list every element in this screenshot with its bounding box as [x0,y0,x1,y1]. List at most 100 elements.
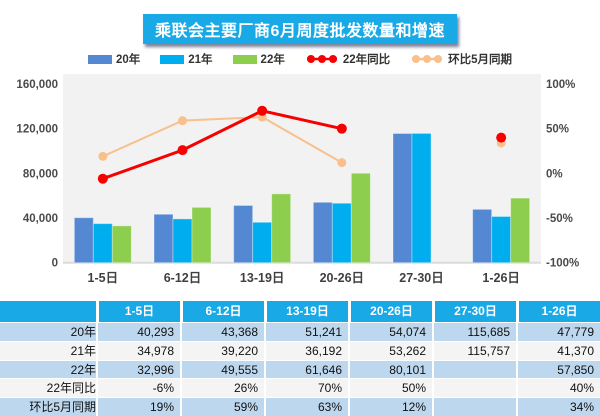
table-cell: 50% [348,378,432,398]
data-point [177,145,188,156]
table-cell: 63% [264,397,348,416]
legend-item: 22年同比 [305,51,390,67]
bar [111,225,132,264]
row-label: 环比5月同期 [0,397,96,416]
legend-item: 21年 [160,51,213,67]
bar [92,223,113,264]
table-cell: 12% [348,397,432,416]
table-cell: 34,978 [96,340,180,360]
x-axis-label: 1-5日 [88,271,119,285]
bar [350,172,371,264]
bar [252,221,273,264]
data-point [257,105,268,116]
x-axis-label: 13-19日 [240,271,284,285]
table-cell: 80,101 [348,359,432,379]
legend-line-dots-icon [412,55,443,63]
table-cell: 39,220 [180,340,264,360]
left-axis-tick: 120,000 [16,124,58,136]
table-header-cell: 13-19日 [264,301,348,322]
legend-label: 22年同比 [342,54,391,66]
table-cell: 61,646 [264,359,348,379]
bar [411,132,432,264]
table-cell: 40,293 [96,322,180,341]
table-cell: 43,368 [180,322,264,341]
table-header-cell [0,301,96,322]
legend-swatch-icon [87,54,112,64]
table-header-cell: 1-5日 [96,301,180,322]
table-cell [432,397,516,416]
table-cell: 115,685 [432,322,516,341]
right-axis-tick: 100% [546,79,575,91]
table-header-cell: 20-26日 [348,301,432,322]
plot-area [63,74,541,263]
bar [392,132,413,264]
left-axis-tick: 80,000 [23,168,58,180]
row-label: 21年 [0,340,96,360]
table-cell: 115,757 [432,340,516,360]
legend-swatch-icon [232,54,257,64]
table-cell: 41,370 [516,340,600,360]
bar [172,218,193,264]
table-cell: 54,074 [348,322,432,341]
x-axis-label: 27-30日 [399,271,443,285]
table-cell: 49,555 [180,359,264,379]
left-axis-tick: 160,000 [16,79,58,91]
chart-legend: 20年 21年 22年 22年同比 环比5月同期 [0,51,600,67]
legend-label: 环比5月同期 [448,54,513,66]
data-point [178,116,187,126]
table-header-cell: 6-12日 [180,301,264,322]
legend-line-dots-icon [306,55,337,63]
row-label: 22年 [0,359,96,379]
table-header-cell: 1-26日 [516,301,600,322]
table-cell: 57,850 [516,359,600,379]
data-point [97,173,108,184]
data-point [496,132,507,143]
left-axis-tick: 0 [52,258,58,270]
legend-swatch-icon [160,54,185,64]
row-label: 20年 [0,322,96,341]
bar [491,215,512,264]
table-cell: 47,779 [516,322,600,341]
x-axis-label: 6-12日 [164,271,202,285]
bar [153,213,174,264]
trend-line [102,109,343,181]
table-cell: -6% [96,378,180,398]
table-row: 环比5月同期 19% 59% 63% 12% 34% [0,397,600,416]
bar [312,201,333,264]
x-axis-label: 1-26日 [482,271,520,285]
trend-line [102,116,343,164]
table-cell: 40% [516,378,600,398]
table-cell: 32,996 [96,359,180,379]
bar [331,202,352,264]
right-axis-tick: 50% [546,124,569,136]
table-row: 20年 40,293 43,368 51,241 54,074 115,685 47,779 [0,322,600,341]
chart-title: 乘联会主要厂商6月周度批发数量和增速 [143,14,457,44]
table-cell: 51,241 [264,322,348,341]
legend-label: 20年 [115,54,141,66]
data-point [337,158,347,168]
table-cell: 53,262 [348,340,432,360]
table-cell: 59% [180,397,264,416]
table-row: 22年 32,996 49,555 61,646 80,101 57,850 [0,359,600,379]
right-axis-tick: 0% [546,168,563,180]
table-row: 22年同比 -6% 26% 70% 50% 40% [0,378,600,398]
combo-chart: 0 40,000 80,000 120,000 160,000 -100% -50% 0% 50… [16,74,579,285]
table-cell: 70% [264,378,348,398]
table-cell: 19% [96,397,180,416]
table-cell: 34% [516,397,600,416]
right-axis-tick: -100% [546,258,579,270]
data-point [336,123,347,134]
table-header-cell: 27-30日 [432,301,516,322]
data-table: 1-5日 6-12日 13-19日 20-26日 27-30日 1-26日 20年 40,29… [0,301,600,416]
table-cell [432,378,516,398]
bar [472,208,493,264]
table-row: 21年 34,978 39,220 36,192 53,262 115,757 41,370 [0,340,600,360]
bar [191,206,212,264]
left-axis-tick: 40,000 [23,213,58,225]
legend-label: 21年 [188,54,213,66]
right-axis-tick: -50% [546,213,573,225]
table-header-row: 1-5日 6-12日 13-19日 20-26日 27-30日 1-26日 [0,301,600,322]
table-cell [432,359,516,379]
table-body: 20年 40,293 43,368 51,241 54,074 115,685 47,779… [0,322,600,416]
